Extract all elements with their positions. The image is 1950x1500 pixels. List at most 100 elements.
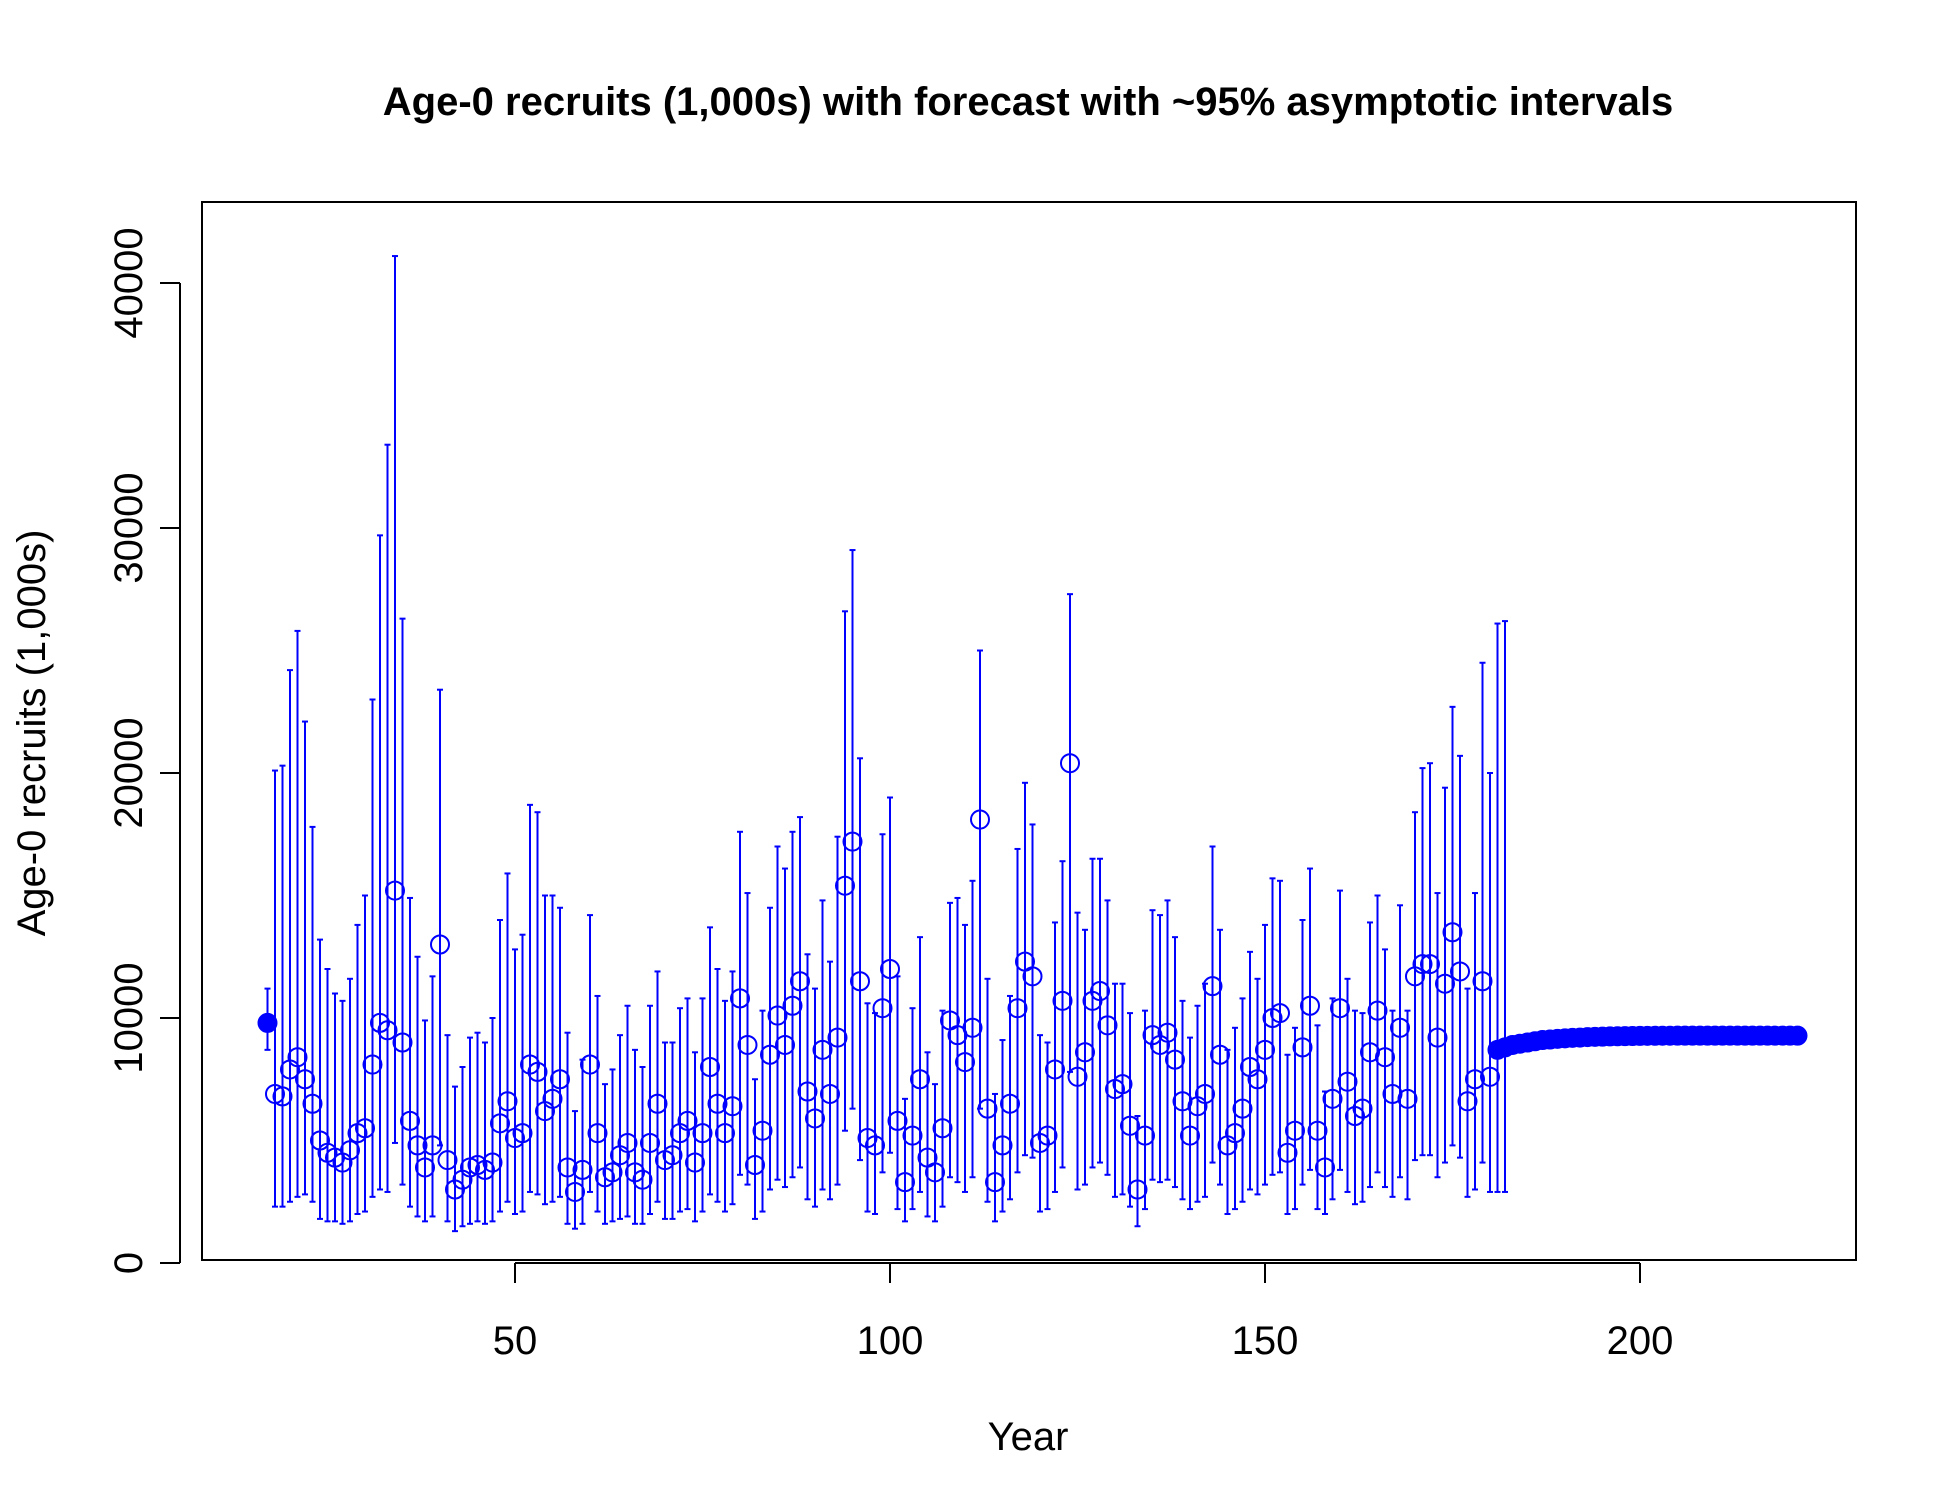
data-point — [1352, 1098, 1373, 1119]
data-point — [925, 1162, 945, 1183]
data-point — [1442, 922, 1463, 943]
x-axis-label: Year — [988, 1415, 1069, 1459]
data-point — [692, 1123, 713, 1144]
x-tick-label: 100 — [857, 1319, 924, 1363]
data-point — [1112, 1074, 1133, 1095]
data-point — [1322, 1088, 1343, 1109]
data-point — [490, 1113, 510, 1134]
data-point — [1277, 1142, 1298, 1163]
data-point — [1127, 1179, 1148, 1200]
data-point — [1210, 1044, 1230, 1065]
data-point — [1022, 966, 1043, 987]
data-point — [1367, 1000, 1388, 1021]
data-point — [632, 1169, 653, 1190]
data-point — [1090, 981, 1110, 1002]
data-point — [512, 1123, 533, 1144]
data-point — [1165, 1049, 1185, 1070]
data-point — [1375, 1047, 1395, 1068]
data-point — [415, 1157, 435, 1178]
data-point — [1285, 1120, 1305, 1141]
data-point — [1067, 1066, 1088, 1087]
data-point — [1060, 753, 1080, 774]
data-point — [355, 1118, 375, 1139]
data-point — [962, 1017, 983, 1038]
data-point — [1120, 1115, 1140, 1136]
y-tick-label: 10000 — [107, 962, 151, 1073]
data-point — [1037, 1125, 1058, 1146]
data-point — [1300, 995, 1320, 1016]
error-bars — [264, 255, 1508, 1233]
data-point — [497, 1091, 518, 1112]
x-tick-label: 150 — [1232, 1319, 1299, 1363]
data-point — [302, 1093, 323, 1114]
data-point — [985, 1172, 1005, 1193]
data-point — [767, 1005, 788, 1026]
data-point — [662, 1145, 683, 1166]
data-point — [1030, 1132, 1050, 1153]
data-point — [1255, 1039, 1275, 1060]
data-point — [730, 988, 750, 1009]
data-point — [377, 1020, 398, 1041]
data-point — [895, 1172, 915, 1193]
y-axis: 0 10000 20000 30000 40000 — [107, 227, 181, 1274]
data-point — [1052, 990, 1073, 1011]
data-point — [700, 1057, 720, 1077]
forecast-point — [1787, 1025, 1808, 1046]
data-point — [1412, 954, 1433, 975]
data-point — [422, 1135, 443, 1156]
data-point — [1180, 1125, 1200, 1146]
y-tick-label: 30000 — [107, 472, 151, 583]
data-point — [430, 934, 450, 955]
data-point — [910, 1069, 930, 1090]
y-tick-label: 40000 — [107, 227, 151, 338]
data-point — [482, 1152, 503, 1173]
data-point — [617, 1132, 638, 1153]
x-tick-label: 50 — [493, 1319, 538, 1363]
data-point — [565, 1181, 585, 1202]
data-point — [992, 1135, 1013, 1156]
data-point — [587, 1123, 608, 1144]
x-tick-label: 200 — [1607, 1319, 1674, 1363]
data-point — [527, 1061, 548, 1082]
data-point — [842, 831, 863, 852]
data-point — [1097, 1015, 1118, 1036]
data-point — [1450, 961, 1470, 982]
data-point — [1232, 1098, 1253, 1119]
y-tick-label: 20000 — [107, 717, 151, 828]
data-point — [1247, 1069, 1268, 1090]
data-points — [257, 753, 1808, 1202]
data-point — [295, 1069, 315, 1090]
data-point — [1270, 1003, 1290, 1024]
data-point — [977, 1098, 998, 1119]
data-point — [857, 1128, 878, 1149]
data-point — [1330, 998, 1350, 1019]
data-point — [550, 1069, 570, 1090]
data-point — [805, 1108, 825, 1129]
data-point — [865, 1135, 885, 1156]
data-point — [1472, 971, 1493, 992]
data-point — [1465, 1069, 1485, 1090]
data-point — [1390, 1017, 1410, 1038]
data-point — [340, 1140, 360, 1161]
data-point — [1000, 1093, 1020, 1114]
data-point — [385, 880, 405, 901]
data-point — [835, 875, 855, 896]
data-point — [400, 1110, 420, 1131]
data-point — [1135, 1125, 1155, 1146]
data-point — [625, 1162, 645, 1183]
data-point — [902, 1125, 923, 1146]
data-point — [1345, 1106, 1365, 1126]
data-point — [640, 1132, 660, 1153]
data-point — [520, 1054, 540, 1075]
data-point — [1075, 1042, 1095, 1063]
data-point — [820, 1083, 840, 1104]
data-point — [1420, 954, 1440, 975]
data-point — [1337, 1071, 1358, 1092]
data-point — [1382, 1083, 1403, 1104]
data-point — [392, 1032, 413, 1053]
y-axis-label: Age-0 recruits (1,000s) — [10, 530, 54, 937]
x-axis: 50 100 150 200 — [493, 1262, 1674, 1363]
data-point — [1007, 998, 1028, 1019]
data-point — [707, 1093, 728, 1114]
data-point — [475, 1159, 495, 1180]
